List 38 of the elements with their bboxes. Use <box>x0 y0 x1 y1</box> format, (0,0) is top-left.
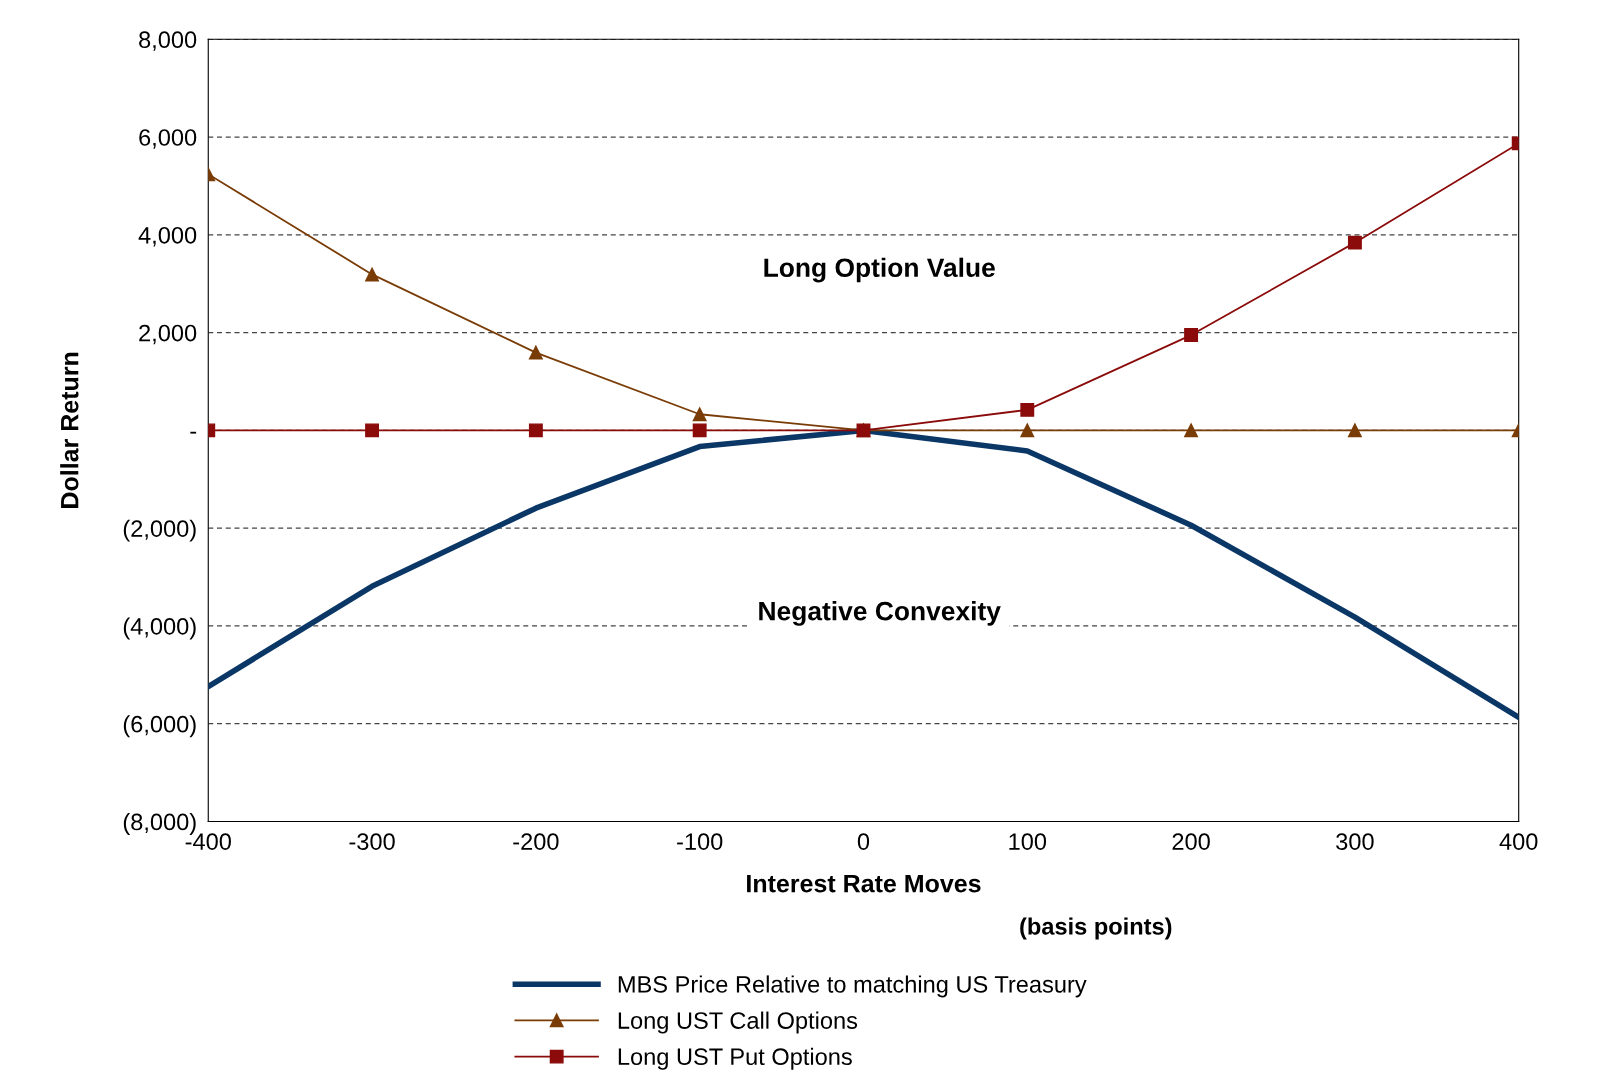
point <box>528 345 543 360</box>
point <box>1020 423 1035 438</box>
text: (basis points) <box>1020 917 1172 940</box>
point <box>365 423 380 438</box>
y-tick-label: - <box>190 431 197 434</box>
y-axis-title: Dollar Return <box>60 352 79 508</box>
point <box>1020 402 1035 417</box>
y-tick-label: (8,000) <box>123 812 196 835</box>
y-tick-label: (4,000) <box>123 617 196 640</box>
legend-label: MBS Price Relative to matching US Treasury <box>618 975 1087 998</box>
y-tick-label: 6,000 <box>139 129 197 149</box>
x-tick-label: -300 <box>349 833 395 850</box>
y-tick-label: 2,000 <box>139 324 197 345</box>
x-tick-label: -100 <box>677 833 723 850</box>
x-tick-label: 400 <box>1499 833 1538 850</box>
legend-label: Long UST Call Options <box>618 1011 858 1034</box>
point <box>365 267 380 282</box>
point <box>528 423 543 438</box>
y-tick-label: (2,000) <box>123 519 196 542</box>
legend-label: Long UST Put Options <box>618 1047 852 1070</box>
x-tick-label: 100 <box>1009 833 1047 850</box>
x-tick-label: 300 <box>1336 833 1374 850</box>
annotation: Long Option Value <box>764 257 995 283</box>
point <box>1347 423 1362 438</box>
x-tick-label: -200 <box>513 833 559 850</box>
annotation: Negative Convexity <box>759 601 1001 626</box>
x-tick-label: -400 <box>185 833 231 850</box>
y-tick-label: 8,000 <box>139 31 197 51</box>
point <box>1184 328 1199 343</box>
point <box>1347 235 1362 250</box>
x-axis-title: Interest Rate Moves <box>747 875 981 893</box>
point <box>1184 423 1199 438</box>
y-tick-label: (6,000) <box>123 715 196 738</box>
x-tick-label: 200 <box>1172 833 1210 850</box>
point <box>692 423 707 438</box>
point <box>692 407 707 422</box>
y-tick-label: 4,000 <box>138 226 197 247</box>
x-tick-label: 0 <box>857 833 870 850</box>
